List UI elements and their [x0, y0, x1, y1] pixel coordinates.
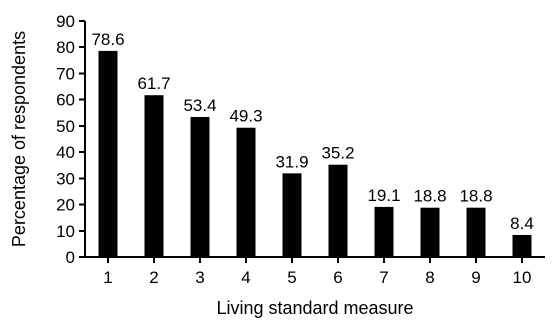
x-axis-ticks: 1 2 3 4 5 6 7 8 9 10: [103, 257, 531, 287]
bar-value-label: 31.9: [275, 152, 308, 171]
bar-value-label: 19.1: [367, 186, 400, 205]
y-tick-label: 0: [66, 248, 75, 267]
y-tick-label: 40: [56, 143, 75, 162]
value-labels-group: 78.6 61.7 53.4 49.3 31.9 35.2 19.1 18.8 18.8 8.4: [91, 30, 533, 233]
bar: [420, 207, 440, 257]
x-tick-label: 7: [379, 268, 388, 287]
y-tick-label: 70: [56, 64, 75, 83]
bar: [328, 164, 348, 257]
y-tick-label: 90: [56, 12, 75, 31]
y-tick-label: 50: [56, 117, 75, 136]
y-tick-label: 80: [56, 38, 75, 57]
x-tick-label: 10: [513, 268, 532, 287]
bar-value-label: 8.4: [510, 214, 534, 233]
bar: [512, 234, 532, 257]
x-tick-label: 3: [195, 268, 204, 287]
bars-group: [98, 50, 532, 258]
bar-value-label: 53.4: [183, 96, 216, 115]
y-axis-title: Percentage of respondents: [9, 31, 29, 247]
x-tick-label: 9: [471, 268, 480, 287]
bar: [374, 206, 394, 257]
x-tick-label: 2: [149, 268, 158, 287]
x-tick-label: 4: [241, 268, 250, 287]
y-tick-label: 30: [56, 169, 75, 188]
x-axis-title: Living standard measure: [216, 298, 413, 318]
bar: [144, 95, 164, 257]
bar-value-label: 78.6: [91, 30, 124, 49]
bar: [282, 173, 302, 257]
x-tick-label: 6: [333, 268, 342, 287]
bar-value-label: 49.3: [229, 107, 262, 126]
y-tick-label: 60: [56, 91, 75, 110]
bar: [190, 116, 210, 258]
y-tick-label: 20: [56, 196, 75, 215]
bar-value-label: 18.8: [459, 187, 492, 206]
bar-value-label: 61.7: [137, 74, 170, 93]
x-tick-label: 5: [287, 268, 296, 287]
bar-value-label: 35.2: [321, 144, 354, 163]
bar: [98, 50, 118, 257]
x-tick-label: 8: [425, 268, 434, 287]
bar: [466, 207, 486, 257]
bar: [236, 127, 256, 257]
x-tick-label: 1: [103, 268, 112, 287]
bar-value-label: 18.8: [413, 187, 446, 206]
y-tick-label: 10: [56, 222, 75, 241]
y-axis-ticks: 0 10 20 30 40 50 60 70 80 90: [56, 12, 85, 267]
